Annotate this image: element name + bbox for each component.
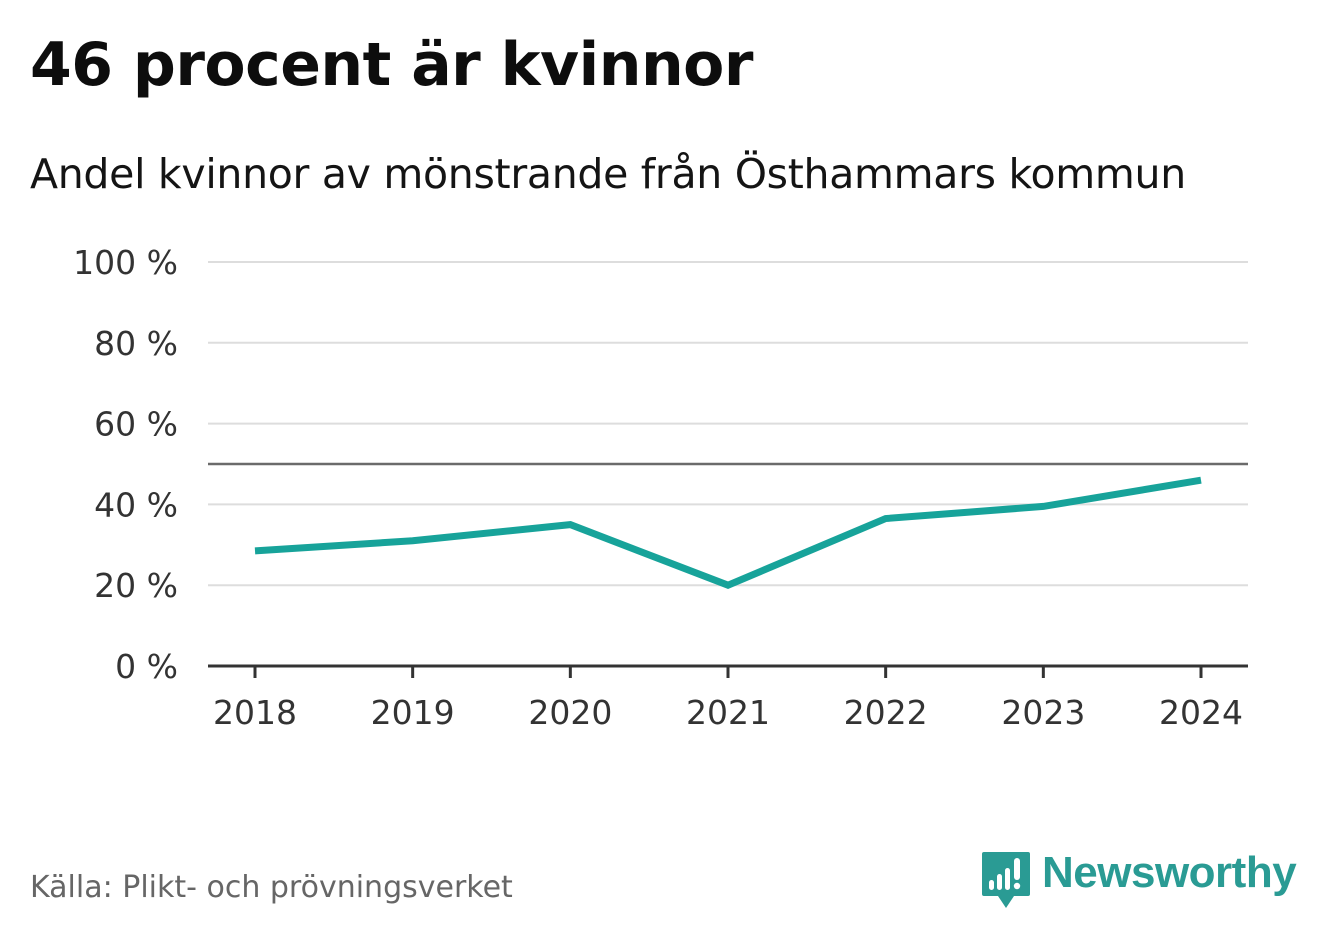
- y-tick-label: 20 %: [94, 566, 178, 605]
- x-tick-label: 2019: [371, 693, 455, 732]
- x-axis: 2018 2019 2020 2021 2022 2023 2024: [208, 664, 1248, 732]
- y-tick-label: 60 %: [94, 405, 178, 444]
- chart-title: 46 procent är kvinnor: [30, 30, 753, 100]
- y-axis-ticks: 0 % 20 % 40 % 60 % 80 % 100 %: [73, 243, 178, 686]
- brand-name: Newsworthy: [1042, 848, 1297, 897]
- bar-chart-speech-bubble-icon: [982, 852, 1030, 908]
- x-tick-label: 2018: [213, 693, 297, 732]
- brand-logo: Newsworthy: [980, 848, 1297, 910]
- chart-subtitle: Andel kvinnor av mönstrande från Östhamm…: [30, 150, 1186, 198]
- series-line: [254, 476, 1202, 589]
- grid-lines: [208, 261, 1248, 587]
- y-tick-label: 100 %: [73, 243, 178, 282]
- x-tick-label: 2024: [1159, 693, 1243, 732]
- x-tick-label: 2023: [1001, 693, 1085, 732]
- y-tick-label: 0 %: [115, 647, 178, 686]
- y-tick-label: 80 %: [94, 324, 178, 363]
- source-note: Källa: Plikt- och prövningsverket: [30, 870, 513, 905]
- x-tick-label: 2022: [844, 693, 928, 732]
- series-group: [254, 476, 1202, 589]
- x-tick-label: 2020: [528, 693, 612, 732]
- x-tick-label: 2021: [686, 693, 770, 732]
- y-tick-label: 40 %: [94, 485, 178, 524]
